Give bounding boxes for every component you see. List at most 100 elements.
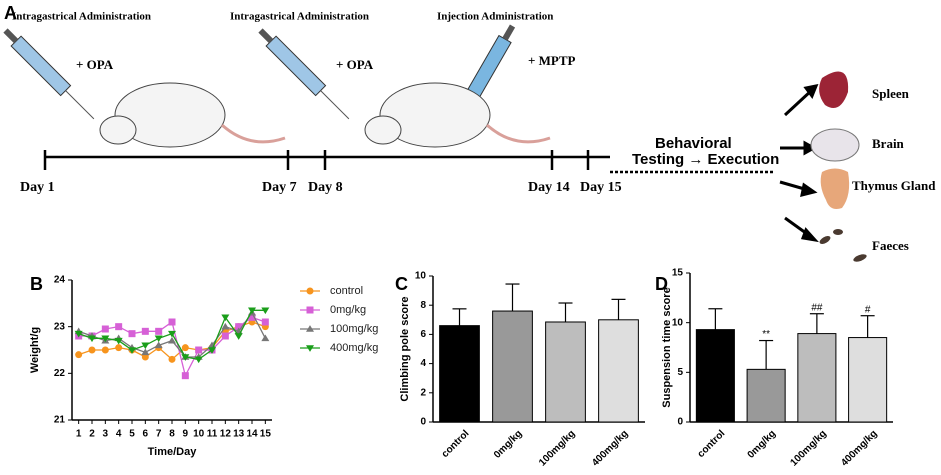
illustration	[3, 24, 867, 262]
bar	[545, 321, 586, 423]
marker	[141, 342, 150, 350]
marker	[115, 344, 123, 352]
marker	[168, 355, 176, 363]
organ-arrows	[779, 83, 819, 243]
marker	[168, 330, 176, 338]
step-label: Intragastrical Administration	[230, 11, 369, 23]
organ-label: Brain	[872, 136, 905, 151]
marker	[115, 323, 123, 331]
step-label: Intragastrical Administration	[12, 11, 151, 23]
thymus-icon	[820, 168, 850, 209]
legend-label: 100mg/kg	[330, 323, 378, 335]
step-agent: + OPA	[76, 57, 114, 72]
x-tick-label: 13	[233, 429, 245, 440]
x-tick-label: 12	[220, 429, 232, 440]
marker	[306, 345, 314, 352]
organ-label: Faeces	[872, 238, 909, 253]
marker	[154, 341, 163, 349]
step-label: Injection Administration	[437, 11, 553, 23]
step-agent: + OPA	[336, 57, 374, 72]
marker	[194, 356, 203, 364]
bar	[848, 337, 888, 423]
bar	[598, 319, 639, 423]
marker	[74, 330, 83, 338]
significance-label: **	[762, 329, 770, 340]
x-tick-label: 9	[183, 429, 189, 440]
marker	[155, 327, 163, 335]
x-tick-label: 15	[260, 429, 272, 440]
bar	[797, 333, 837, 423]
panel-label: C	[395, 274, 408, 294]
marker	[248, 313, 256, 321]
behavior-label: Behavioral	[655, 135, 732, 152]
bar	[492, 310, 533, 423]
day-label: Day 14	[528, 180, 570, 195]
significance-label: #	[865, 304, 871, 315]
x-tick-label: 100mg/kg	[788, 428, 828, 468]
mouse	[99, 82, 286, 148]
day-label: Day 15	[580, 180, 622, 195]
y-axis-label: Weight/g	[29, 327, 41, 373]
marker	[168, 318, 176, 326]
legend-label: 400mg/kg	[330, 342, 378, 354]
y-tick-label: 22	[54, 368, 66, 379]
y-tick-label: 23	[54, 321, 66, 332]
step-agent: + MPTP	[528, 53, 576, 68]
legend-label: control	[330, 285, 363, 297]
panel-label: A	[4, 3, 17, 23]
organ-label: Thymus Gland	[852, 178, 936, 193]
y-axis-label: Climbing pole score	[399, 296, 411, 401]
x-tick-label: 400mg/kg	[839, 428, 879, 468]
marker	[208, 347, 216, 354]
x-tick-label: 1	[76, 429, 82, 440]
x-tick-label: 400mg/kg	[590, 428, 630, 468]
x-tick-label: 10	[193, 429, 205, 440]
y-tick-label: 0	[677, 417, 683, 428]
x-tick-label: 2	[89, 429, 95, 440]
marker	[141, 353, 149, 361]
timeline-ticks	[43, 150, 590, 170]
faeces-icon	[819, 229, 867, 262]
marker	[88, 335, 96, 343]
marker	[114, 337, 123, 345]
marker	[128, 347, 136, 354]
y-tick-label: 5	[677, 367, 683, 378]
syringe	[258, 28, 350, 120]
marker	[101, 325, 109, 333]
x-tick-label: 5	[129, 429, 135, 440]
marker	[141, 327, 149, 335]
x-tick-label: control	[696, 428, 728, 460]
y-tick-label: 15	[672, 268, 684, 279]
legend-label: 0mg/kg	[330, 304, 366, 316]
marker	[221, 322, 230, 330]
x-tick-label: 0mg/kg	[492, 428, 525, 461]
marker	[101, 335, 110, 343]
y-tick-label: 8	[420, 300, 426, 311]
x-tick-label: 14	[246, 429, 258, 440]
x-tick-label: 0mg/kg	[746, 428, 779, 461]
y-tick-label: 4	[420, 358, 426, 369]
marker	[234, 333, 243, 340]
marker	[195, 346, 203, 354]
marker	[75, 351, 83, 359]
marker	[101, 346, 109, 354]
bar	[439, 325, 480, 423]
marker	[128, 330, 136, 338]
marker	[141, 348, 150, 356]
x-tick-label: 7	[156, 429, 162, 440]
marker	[248, 307, 256, 315]
day-label: Day 8	[308, 180, 343, 195]
marker	[261, 334, 270, 342]
x-axis-label: Time/Day	[148, 446, 198, 458]
bar	[695, 329, 735, 423]
y-tick-label: 24	[54, 275, 66, 286]
y-tick-label: 10	[672, 317, 684, 328]
y-axis-label: Suspension time score	[661, 287, 673, 407]
marker	[168, 336, 176, 344]
marker	[306, 306, 314, 314]
marker	[154, 335, 163, 343]
marker	[221, 332, 229, 340]
y-tick-label: 21	[54, 415, 66, 426]
x-tick-label: 6	[143, 429, 149, 440]
